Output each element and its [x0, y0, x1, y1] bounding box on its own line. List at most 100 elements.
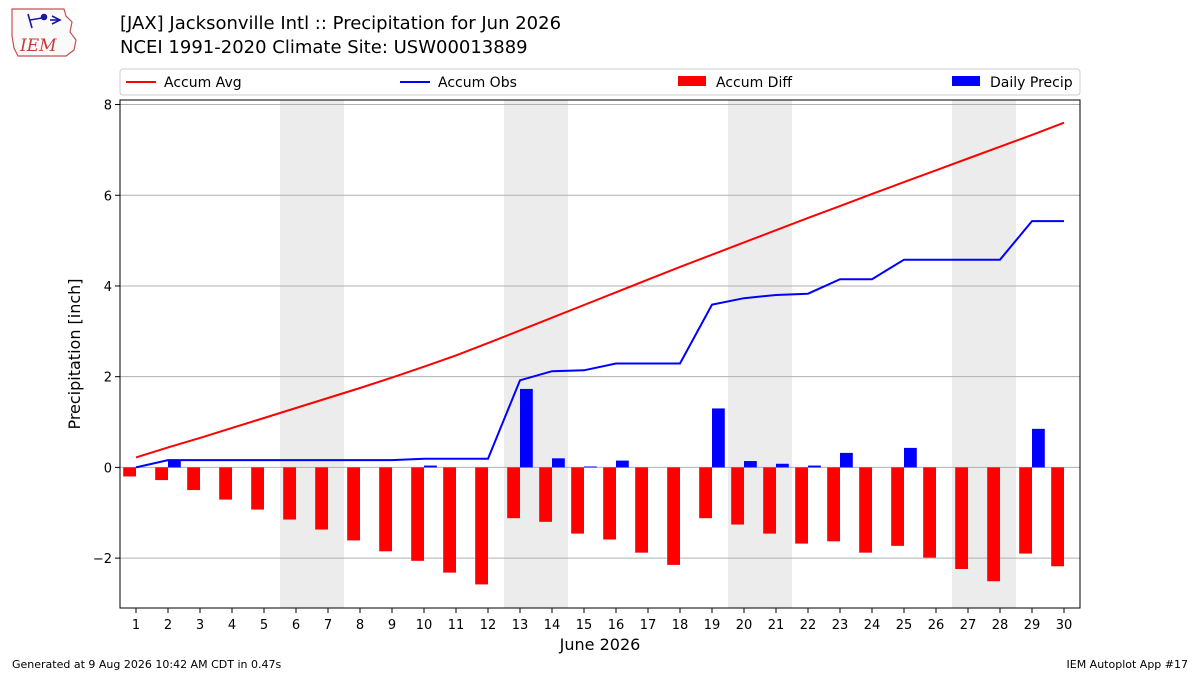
accum-diff-bar [155, 467, 168, 481]
accum-diff-bar [123, 467, 136, 477]
y-tick-label: −2 [93, 552, 112, 567]
accum-diff-bar [1051, 467, 1064, 567]
accum-diff-bar [187, 467, 200, 491]
legend-label-accum-obs: Accum Obs [438, 75, 517, 91]
x-tick-label: 28 [992, 618, 1009, 633]
plot-frame [119, 99, 1081, 609]
accum-diff-bar [507, 467, 520, 519]
x-tick-label: 16 [608, 618, 625, 633]
chart-title: [JAX] Jacksonville Intl :: Precipitation… [120, 13, 562, 34]
accum-diff-bar [987, 467, 1000, 582]
x-axis: 1 2 3 4 5 6 7 8 9 10 11 12 13 14 15 16 17 18 19 20 21 22 23 24 2… [132, 608, 1072, 633]
x-tick-label: 18 [672, 618, 689, 633]
x-tick-label: 5 [260, 618, 268, 633]
y-tick-label: 0 [104, 461, 112, 476]
daily-precip-bar [744, 461, 757, 468]
accum-diff-bar [603, 467, 616, 540]
y-tick-label: 6 [104, 189, 112, 204]
footer-generated: Generated at 9 Aug 2026 10:42 AM CDT in … [12, 658, 282, 671]
daily-precip-bar [168, 460, 181, 468]
x-tick-label: 8 [356, 618, 364, 633]
accum-diff-bar [443, 467, 456, 573]
accum-diff-bar [827, 467, 840, 542]
daily-precip-bar [584, 466, 597, 468]
daily-precip-bar [1032, 428, 1045, 468]
x-tick-label: 22 [800, 618, 817, 633]
logo-text: IEM [19, 36, 57, 56]
daily-precip-bar [616, 460, 629, 468]
accum-lines [135, 121, 1065, 469]
daily-precip-bar [904, 447, 917, 468]
accum-diff-bar [1019, 467, 1032, 554]
accum-diff-bar [251, 467, 264, 510]
legend-label-accum-avg: Accum Avg [164, 75, 242, 91]
x-tick-label: 30 [1056, 618, 1073, 633]
x-tick-label: 7 [324, 618, 332, 633]
x-tick-label: 10 [416, 618, 433, 633]
legend-label-accum-diff: Accum Diff [716, 75, 792, 91]
x-tick-label: 6 [292, 618, 300, 633]
chart-subtitle: NCEI 1991-2020 Climate Site: USW00013889 [120, 37, 528, 58]
x-tick-label: 25 [896, 618, 913, 633]
x-tick-label: 21 [768, 618, 785, 633]
x-tick-label: 14 [544, 618, 561, 633]
legend-swatch-accum-diff [678, 76, 706, 86]
x-tick-label: 19 [704, 618, 721, 633]
daily-precip-bar [424, 465, 437, 468]
accum-diff-bar [731, 467, 744, 525]
weekend-shade [504, 100, 568, 608]
accum-diff-bar [795, 467, 808, 544]
accum-diff-bars [123, 467, 1064, 585]
legend-box [119, 68, 1081, 96]
legend-swatch-daily-precip [952, 76, 980, 86]
x-tick-label: 2 [164, 618, 172, 633]
accum-diff-bar [539, 467, 552, 522]
x-tick-label: 12 [480, 618, 497, 633]
x-tick-label: 24 [864, 618, 881, 633]
x-tick-label: 13 [512, 618, 529, 633]
accum-diff-bar [315, 467, 328, 530]
daily-precip-bar [520, 388, 533, 468]
accum-diff-bar [699, 467, 712, 519]
x-tick-label: 11 [448, 618, 465, 633]
accum-diff-bar [667, 467, 680, 565]
accum-diff-bar [219, 467, 232, 500]
footer-app: IEM Autoplot App #17 [1066, 658, 1189, 671]
daily-precip-bar [552, 458, 565, 468]
accum-diff-bar [859, 467, 872, 553]
accum-diff-bar [891, 467, 904, 546]
accum-diff-bar [955, 467, 968, 569]
accum-avg-line [135, 121, 1065, 459]
daily-precip-bar [712, 408, 725, 468]
x-tick-label: 4 [228, 618, 236, 633]
iem-logo: IEM [11, 8, 77, 57]
y-axis-label: Precipitation [inch] [65, 278, 84, 429]
accum-diff-bar [923, 467, 936, 558]
accum-diff-bar [475, 467, 488, 585]
legend: Accum Avg Accum Obs Accum Diff Daily Precip [119, 68, 1081, 96]
y-axis: −2 0 2 4 6 8 [93, 99, 120, 567]
weekend-shade [280, 100, 344, 608]
weekend-shade [728, 100, 792, 608]
y-gridlines [120, 104, 1080, 559]
accum-diff-bar [635, 467, 648, 553]
daily-precip-bars [168, 388, 1045, 468]
daily-precip-bar [808, 465, 821, 468]
x-axis-label: June 2026 [559, 635, 641, 654]
accum-diff-bar [411, 467, 424, 561]
legend-label-daily-precip: Daily Precip [990, 75, 1073, 91]
accum-diff-bar [763, 467, 776, 534]
y-tick-label: 4 [104, 280, 112, 295]
x-tick-label: 3 [196, 618, 204, 633]
x-tick-label: 15 [576, 618, 593, 633]
accum-diff-bar [379, 467, 392, 552]
x-tick-label: 29 [1024, 618, 1041, 633]
x-tick-label: 20 [736, 618, 753, 633]
daily-precip-bar [776, 463, 789, 468]
accum-diff-bar [347, 467, 360, 541]
x-tick-label: 27 [960, 618, 977, 633]
y-tick-label: 8 [104, 99, 112, 114]
y-tick-label: 2 [104, 371, 112, 386]
x-tick-label: 1 [132, 618, 140, 633]
